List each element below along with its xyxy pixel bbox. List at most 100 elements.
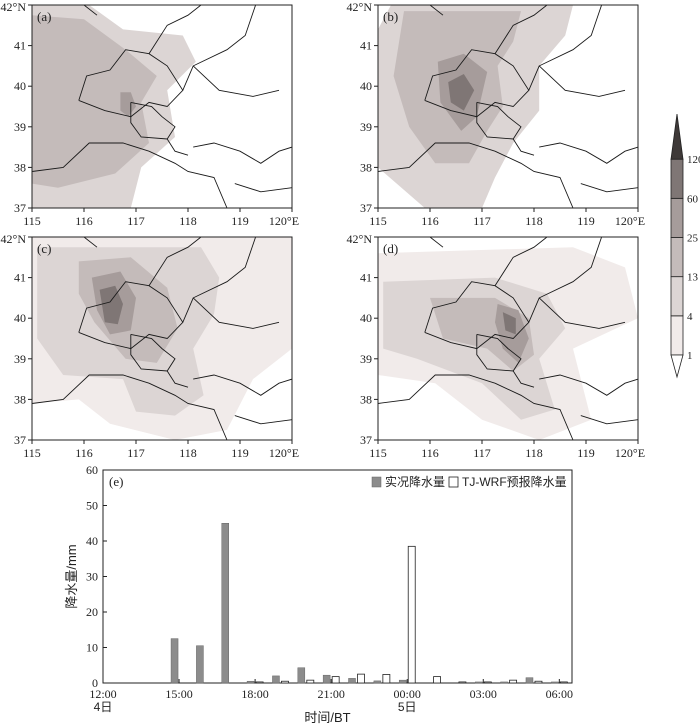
observed-bar bbox=[348, 678, 356, 684]
x-tick-label: 117 bbox=[473, 446, 491, 460]
x-tick-label: 18:00 bbox=[241, 687, 268, 701]
observed-bar bbox=[525, 677, 534, 684]
province-boundary bbox=[539, 374, 638, 396]
y-tick-label: 40 bbox=[14, 311, 26, 325]
map-frame bbox=[31, 236, 293, 441]
province-boundary bbox=[494, 237, 548, 286]
observed-bar bbox=[500, 681, 508, 684]
province-boundary bbox=[476, 333, 522, 372]
y-tick-label: 37 bbox=[14, 433, 26, 447]
map-panel-a: (a) 115 116 117 118 119 120°E 37 38 39 40 41 42°N bbox=[1, 0, 300, 228]
province-boundary bbox=[494, 150, 574, 208]
colorbar-segment bbox=[670, 276, 684, 317]
x-tick-label: 119 bbox=[577, 446, 595, 460]
panel-label: (e) bbox=[109, 474, 123, 489]
colorbar-label: 25 bbox=[687, 233, 699, 245]
x-tick-label: 115 bbox=[23, 446, 41, 460]
precip-region bbox=[120, 92, 136, 117]
province-boundary bbox=[580, 183, 638, 193]
y-tick-label: 30 bbox=[86, 570, 98, 584]
map-frame bbox=[377, 4, 639, 209]
y-tick-label: 41 bbox=[14, 271, 26, 285]
panel-label: (c) bbox=[37, 241, 51, 256]
province-boundary bbox=[494, 5, 548, 54]
province-boundary bbox=[494, 382, 574, 440]
forecast-bar bbox=[306, 679, 315, 684]
colorbar-label: 60 bbox=[687, 193, 699, 205]
forecast-bar bbox=[407, 545, 416, 684]
x-tick-label: 117 bbox=[127, 446, 145, 460]
observed-bar bbox=[551, 681, 559, 684]
x-tick-label: 115 bbox=[369, 446, 387, 460]
x-tick-label: 21:00 bbox=[317, 687, 344, 701]
precip-region bbox=[495, 304, 529, 363]
x-tick-label: 116 bbox=[75, 214, 93, 228]
forecast-bar bbox=[357, 673, 365, 684]
observed-bar bbox=[196, 645, 204, 684]
x-axis-label: 时间/BT bbox=[304, 710, 350, 725]
x-tick-label: 118 bbox=[179, 214, 197, 228]
x-tick-label: 120°E bbox=[615, 214, 645, 228]
province-boundary bbox=[148, 150, 228, 208]
y-tick-label: 10 bbox=[86, 641, 98, 655]
observed-bar bbox=[322, 674, 331, 684]
province-boundary bbox=[538, 65, 626, 97]
province-boundary bbox=[193, 374, 292, 396]
x-tick-label: 115 bbox=[23, 214, 41, 228]
forecast-bar bbox=[509, 679, 518, 684]
forecast-bar bbox=[382, 674, 391, 684]
panel-label: (d) bbox=[383, 241, 398, 256]
y-tick-label: 42°N bbox=[347, 232, 373, 246]
y-tick-label: 40 bbox=[360, 311, 372, 325]
forecast-bar bbox=[255, 681, 264, 684]
x-tick-label: 118 bbox=[525, 214, 543, 228]
map-panel-c: (c) 115 116 117 118 119 120°E 37 38 39 40 41 42°N bbox=[1, 232, 300, 460]
province-boundary bbox=[538, 297, 626, 329]
province-boundary bbox=[378, 374, 496, 404]
province-boundary bbox=[166, 370, 189, 388]
province-boundary bbox=[78, 281, 184, 350]
x-tick-sublabel: 5日 bbox=[398, 700, 417, 714]
y-tick-label: 20 bbox=[86, 605, 98, 619]
colorbar-segment bbox=[670, 113, 684, 160]
y-tick-label: 40 bbox=[360, 79, 372, 93]
y-tick-label: 42°N bbox=[1, 0, 27, 14]
legend-label-forecast: TJ-WRF预报降水量 bbox=[462, 474, 567, 489]
province-boundary bbox=[512, 138, 535, 156]
map-panels: (a)115 116 117 118 119 120°E373839404142°N(b)… bbox=[1, 0, 646, 460]
y-tick-label: 60 bbox=[86, 463, 98, 477]
province-boundary bbox=[193, 142, 292, 164]
province-boundary bbox=[83, 5, 98, 16]
x-tick-label: 12:00 bbox=[89, 687, 116, 701]
colorbar-label: 1 bbox=[687, 350, 693, 362]
province-boundary bbox=[528, 237, 603, 323]
province-boundary bbox=[192, 297, 280, 329]
observed-bar bbox=[373, 680, 382, 684]
colorbar-segment bbox=[670, 315, 684, 356]
province-boundary bbox=[378, 142, 496, 172]
province-boundary bbox=[148, 237, 202, 286]
province-boundary bbox=[424, 281, 530, 350]
y-tick-label: 0 bbox=[92, 676, 98, 690]
x-tick-label: 15:00 bbox=[165, 687, 192, 701]
y-tick-label: 39 bbox=[14, 120, 26, 134]
precip-region bbox=[448, 74, 475, 111]
x-tick-label: 119 bbox=[577, 214, 595, 228]
y-tick-label: 37 bbox=[360, 201, 372, 215]
colorbar-label: 4 bbox=[687, 311, 693, 323]
province-boundary bbox=[182, 237, 257, 323]
y-tick-label: 50 bbox=[86, 499, 98, 513]
y-tick-label: 39 bbox=[360, 120, 372, 134]
y-tick-label: 40 bbox=[14, 79, 26, 93]
x-tick-label: 06:00 bbox=[546, 687, 573, 701]
precip-region bbox=[502, 312, 516, 335]
observed-bar bbox=[475, 681, 483, 684]
x-tick-label: 120°E bbox=[269, 446, 299, 460]
province-boundary bbox=[528, 5, 603, 91]
precip-region bbox=[32, 15, 157, 188]
province-boundary bbox=[580, 415, 638, 425]
x-tick-label: 116 bbox=[421, 214, 439, 228]
map-frame bbox=[377, 236, 639, 441]
y-tick-label: 38 bbox=[360, 160, 372, 174]
x-tick-label: 118 bbox=[179, 446, 197, 460]
